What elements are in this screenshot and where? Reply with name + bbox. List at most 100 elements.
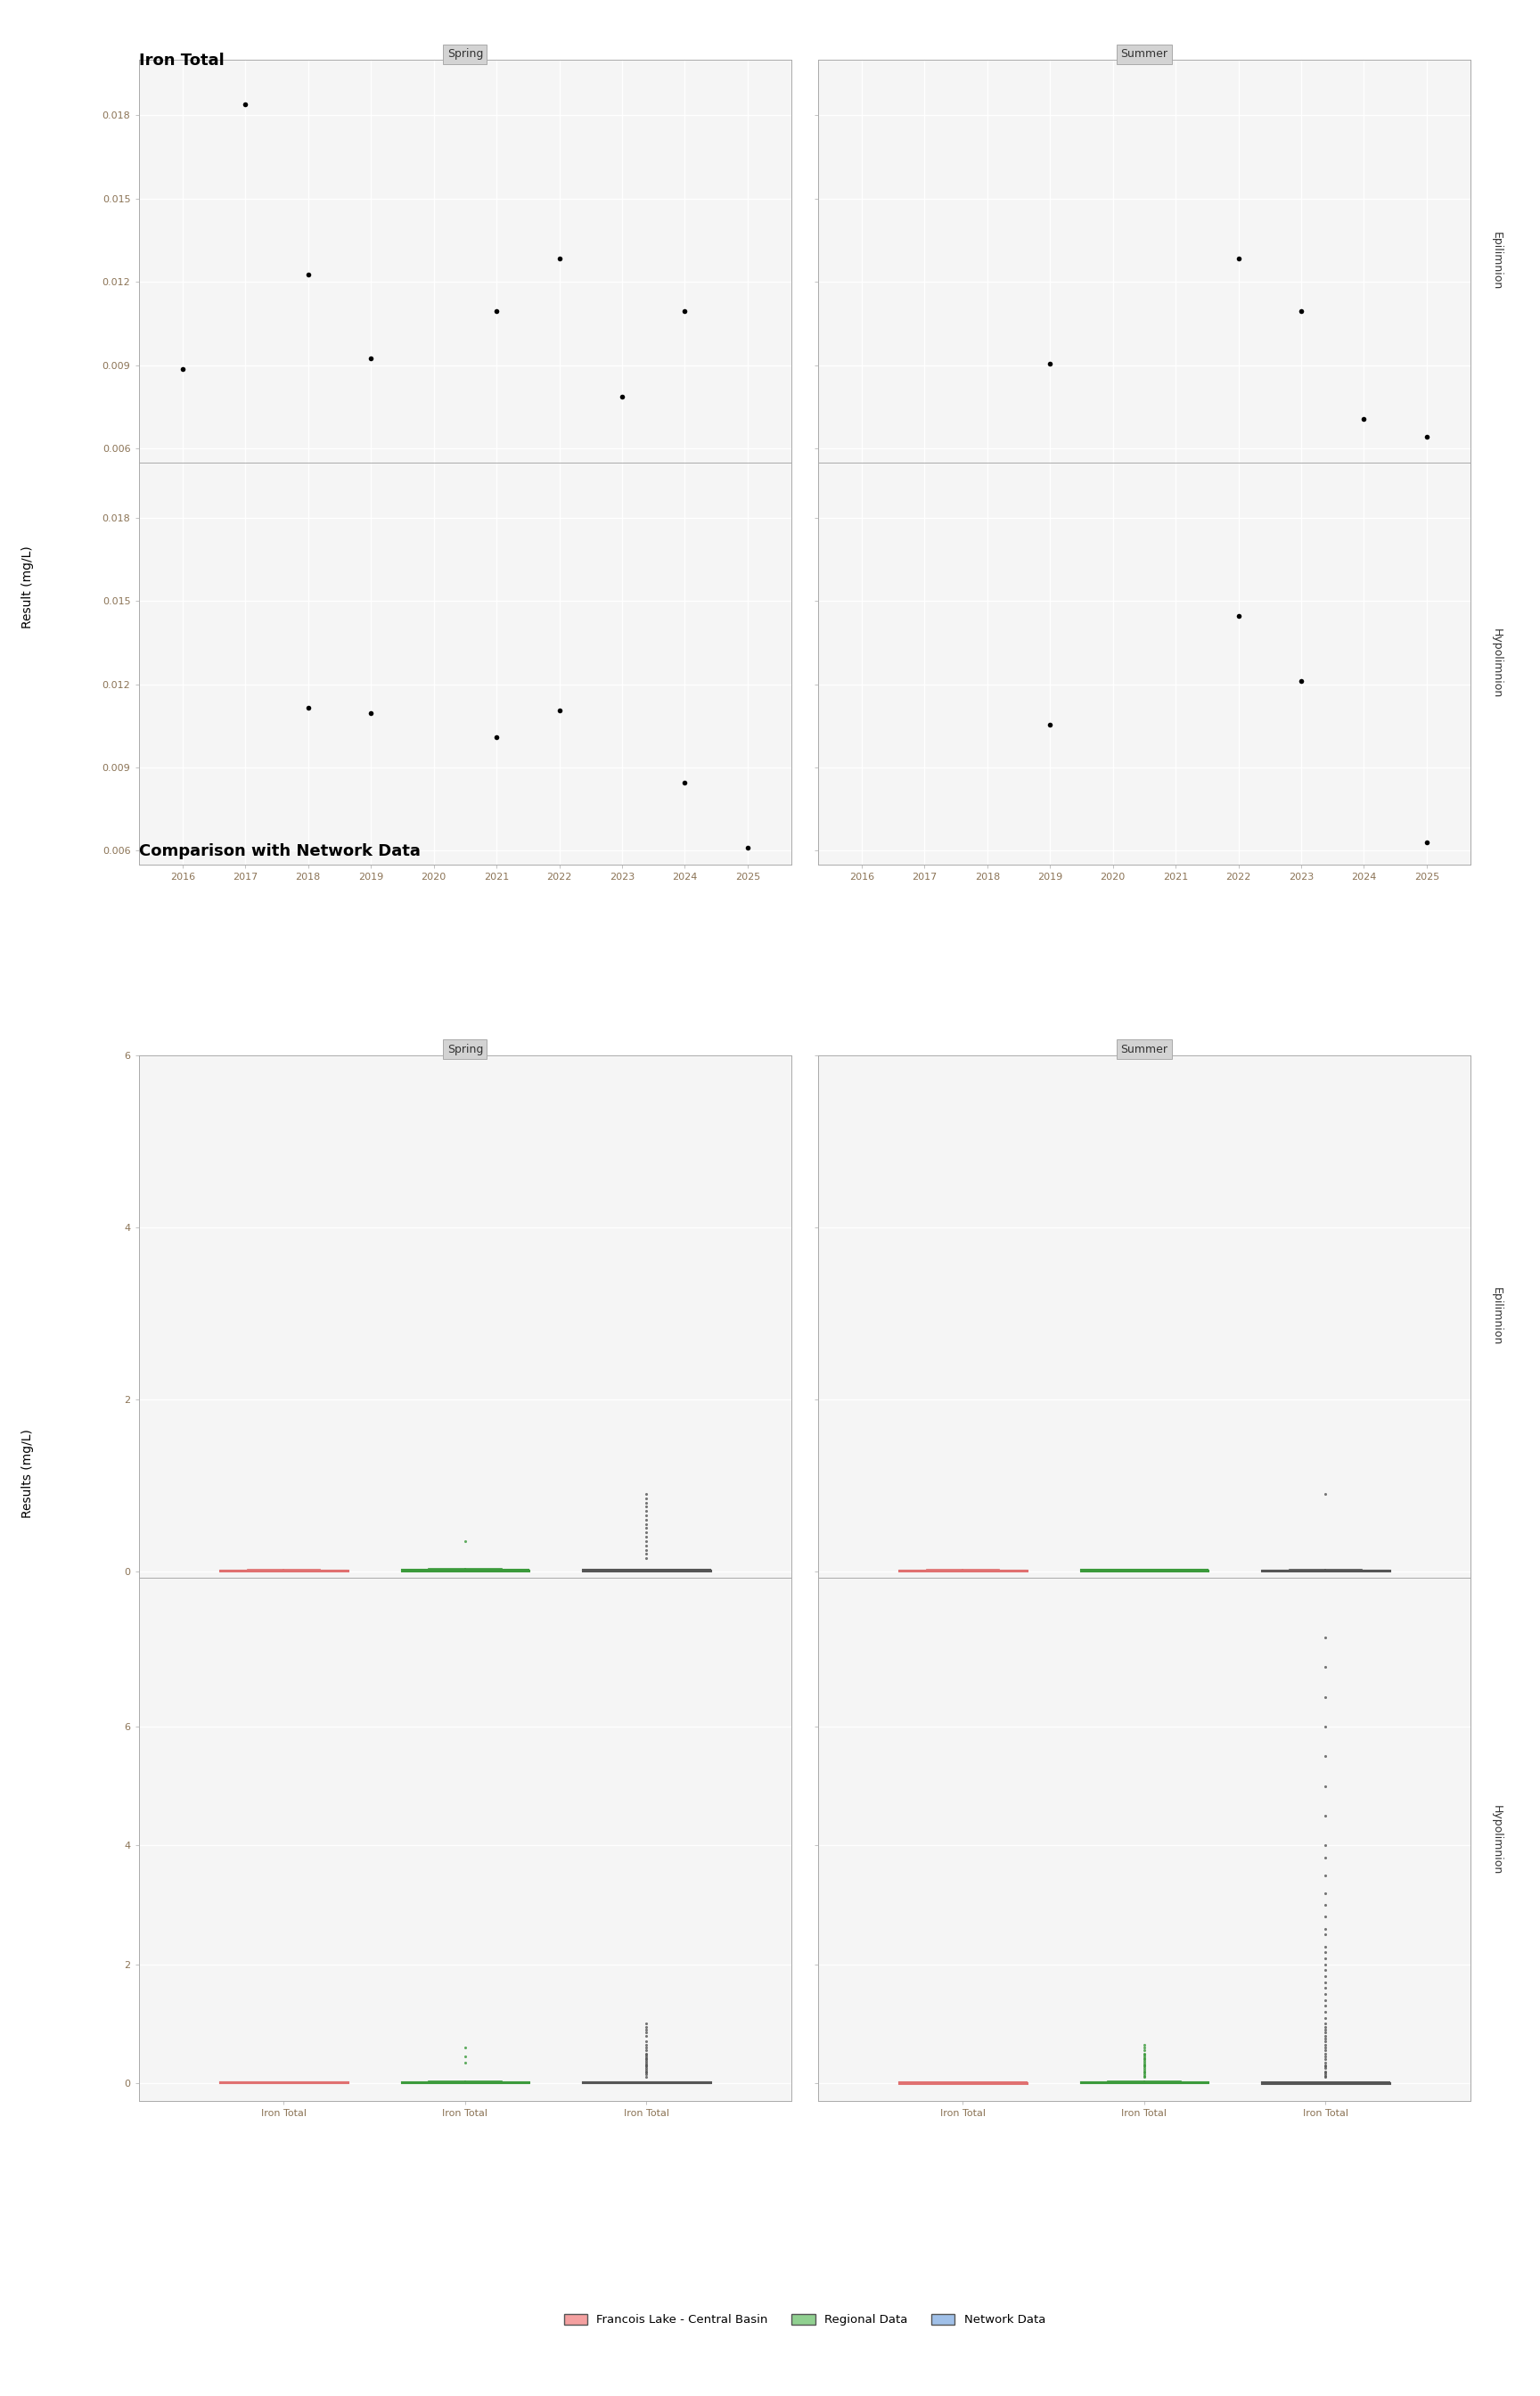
Point	[1226, 597, 1250, 635]
Point	[1132, 2046, 1157, 2085]
Point	[673, 292, 698, 331]
Point	[634, 1521, 659, 1560]
Point	[634, 2049, 659, 2087]
Point	[634, 2039, 659, 2077]
Point	[1314, 1898, 1338, 1936]
Point	[1132, 2034, 1157, 2073]
Point	[1132, 2037, 1157, 2075]
Point	[1314, 1946, 1338, 1984]
Point	[1314, 2053, 1338, 2092]
Point	[1314, 2049, 1338, 2087]
Point	[1132, 2029, 1157, 2068]
Point	[634, 2053, 659, 2092]
Point	[634, 2056, 659, 2094]
Point	[634, 2037, 659, 2075]
Point	[1314, 1857, 1338, 1895]
Point	[634, 2010, 659, 2049]
Point	[1314, 2020, 1338, 2058]
Point	[1132, 2025, 1157, 2063]
Point	[735, 829, 759, 867]
Point	[453, 2037, 477, 2075]
Title: Summer: Summer	[1121, 48, 1167, 60]
Point	[233, 86, 257, 125]
Point	[1314, 1617, 1338, 1656]
Title: Spring: Spring	[447, 48, 484, 60]
Point	[1314, 1981, 1338, 2020]
Point	[1314, 2025, 1338, 2063]
Point	[1314, 1914, 1338, 1953]
Point	[484, 719, 508, 757]
Point	[1132, 2041, 1157, 2080]
Point	[1314, 1974, 1338, 2013]
Point	[1132, 2049, 1157, 2087]
Point	[1314, 2005, 1338, 2044]
Title: Summer: Summer	[1121, 1045, 1167, 1054]
Point	[1314, 1950, 1338, 1989]
Point	[634, 2041, 659, 2080]
Point	[634, 2041, 659, 2080]
Point	[1414, 824, 1438, 863]
Point	[634, 2049, 659, 2087]
Point	[1132, 2053, 1157, 2092]
Point	[634, 2032, 659, 2070]
Point	[634, 2022, 659, 2061]
Point	[1314, 1708, 1338, 1747]
Point	[634, 2046, 659, 2085]
Point	[1314, 2058, 1338, 2096]
Point	[634, 1500, 659, 1538]
Point	[634, 2005, 659, 2044]
Point	[1314, 1910, 1338, 1948]
Point	[634, 2051, 659, 2089]
Point	[1314, 1938, 1338, 1977]
Point	[1314, 2029, 1338, 2068]
Point	[1132, 2058, 1157, 2096]
Point	[1314, 2017, 1338, 2056]
Point	[634, 2008, 659, 2046]
Title: Spring: Spring	[447, 1045, 484, 1054]
Point	[634, 2025, 659, 2063]
Point	[634, 1495, 659, 1533]
Point	[1314, 1474, 1338, 1512]
Point	[1314, 1838, 1338, 1876]
Point	[634, 1505, 659, 1543]
Point	[1132, 2049, 1157, 2087]
Point	[1289, 661, 1314, 700]
Legend: Francois Lake - Central Basin, Regional Data, Network Data: Francois Lake - Central Basin, Regional …	[561, 2310, 1049, 2329]
Point	[1132, 2056, 1157, 2094]
Point	[1132, 2056, 1157, 2094]
Point	[1314, 1677, 1338, 1716]
Point	[1132, 2032, 1157, 2070]
Point	[1289, 292, 1314, 331]
Point	[1314, 2037, 1338, 2075]
Point	[1132, 2037, 1157, 2075]
Point	[1038, 704, 1063, 743]
Point	[634, 2037, 659, 2075]
Point	[634, 1531, 659, 1569]
Point	[1314, 1962, 1338, 2001]
Point	[634, 1538, 659, 1577]
Point	[1352, 400, 1377, 438]
Y-axis label: Epilimnion: Epilimnion	[1491, 232, 1502, 290]
Point	[634, 1483, 659, 1521]
Point	[634, 2017, 659, 2056]
Point	[1314, 1648, 1338, 1687]
Point	[1132, 2053, 1157, 2092]
Point	[1314, 1926, 1338, 1965]
Point	[1314, 2041, 1338, 2080]
Point	[634, 1517, 659, 1555]
Point	[1132, 2039, 1157, 2077]
Y-axis label: Hypolimnion: Hypolimnion	[1491, 628, 1502, 697]
Point	[634, 2013, 659, 2051]
Point	[634, 2058, 659, 2096]
Point	[673, 764, 698, 803]
Point	[1314, 2013, 1338, 2051]
Point	[634, 1509, 659, 1548]
Point	[1314, 1797, 1338, 1835]
Point	[1314, 2053, 1338, 2092]
Point	[453, 2044, 477, 2082]
Point	[634, 1478, 659, 1517]
Text: Iron Total: Iron Total	[139, 53, 223, 69]
Point	[359, 338, 383, 376]
Point	[1314, 2034, 1338, 2073]
Point	[296, 256, 320, 295]
